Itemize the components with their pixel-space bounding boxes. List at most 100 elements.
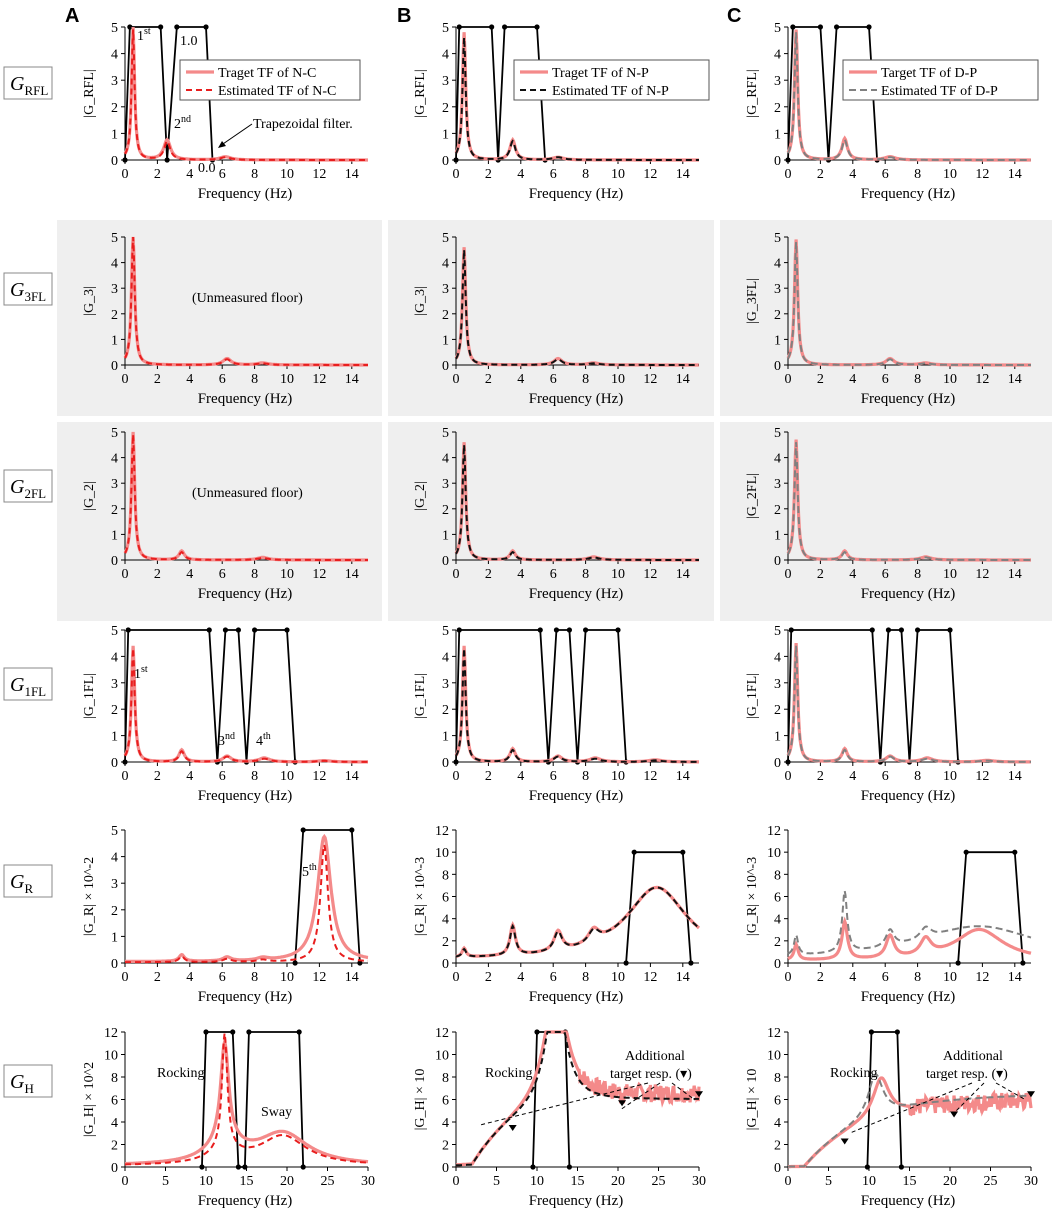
y-tick-label: 5	[442, 21, 449, 36]
y-axis-label: |G_R| × 10^-2	[82, 857, 97, 936]
series-target	[456, 1030, 701, 1167]
series-estimated	[456, 1031, 699, 1167]
y-tick-label: 4	[442, 257, 449, 272]
y-axis-label: |G_H| × 10	[745, 1069, 760, 1131]
x-tick-label: 20	[611, 1174, 625, 1189]
y-tick-label: 4	[442, 913, 449, 928]
row-label-box	[3, 864, 53, 898]
x-tick-label: 2	[154, 970, 161, 985]
row-label-h: GH	[10, 1071, 34, 1096]
y-tick-label: 6	[442, 891, 449, 906]
annotation-rocking: Rocking	[830, 1066, 877, 1081]
series-estimated	[455, 37, 699, 161]
y-tick-label: 5	[774, 21, 781, 36]
annotation-mode-3: 3nd	[218, 731, 235, 749]
y-tick-label: 4	[774, 650, 781, 665]
y-axis-label: |G_R| × 10^-3	[413, 857, 428, 936]
x-tick-label: 14	[345, 567, 359, 582]
y-tick-label: 1	[111, 730, 118, 745]
filter-node	[566, 1164, 573, 1170]
y-tick-label: 0	[774, 154, 781, 169]
y-tick-label: 4	[774, 257, 781, 272]
y-tick-label: 8	[442, 868, 449, 883]
chart-c-h: 0 5 10 15 20 25 30 0 2 4 6 8 10 12 Frequency (Hz) |G_H|…	[745, 1026, 1038, 1209]
y-axis-label: |G_RFL|	[745, 69, 760, 117]
x-tick-label: 8	[251, 769, 258, 784]
x-tick-label: 12	[312, 372, 326, 387]
x-tick-label: 14	[1008, 167, 1022, 182]
x-tick-label: 6	[550, 567, 557, 582]
annotation-rocking: Rocking	[485, 1066, 532, 1081]
x-tick-label: 10	[280, 372, 294, 387]
annotation-trapezoidal-filter: Trapezoidal filter.	[253, 117, 353, 132]
y-tick-label: 2	[774, 308, 781, 323]
y-tick-label: 2	[774, 935, 781, 950]
y-axis-label: |G_2FL|	[745, 473, 760, 519]
x-tick-label: 0	[122, 567, 129, 582]
filter-node	[866, 24, 872, 30]
y-axis-label: |G_R| × 10^-3	[745, 857, 760, 936]
x-tick-label: 25	[652, 1174, 666, 1189]
series-target	[125, 833, 369, 964]
x-tick-label: 4	[186, 769, 193, 784]
x-tick-label: 14	[1008, 372, 1022, 387]
filter-node	[489, 24, 495, 30]
y-tick-label: 2	[111, 503, 118, 518]
x-tick-label: 0	[785, 567, 792, 582]
x-tick-label: 8	[914, 769, 921, 784]
filter-node	[235, 627, 241, 633]
y-axis-label: |G_2|	[413, 481, 428, 511]
x-tick-label: 0	[122, 1174, 129, 1189]
x-tick-label: 10	[611, 970, 625, 985]
y-tick-label: 4	[774, 48, 781, 63]
filter-node	[300, 827, 306, 833]
x-tick-label: 0	[453, 769, 460, 784]
x-tick-label: 12	[643, 970, 657, 985]
trapezoidal-filter	[201, 1031, 305, 1168]
y-tick-label: 4	[774, 1116, 781, 1131]
y-tick-label: 3	[111, 877, 118, 892]
y-tick-label: 12	[435, 1026, 449, 1041]
x-tick-label: 12	[975, 769, 989, 784]
y-tick-label: 3	[442, 677, 449, 692]
series-estimated	[125, 844, 368, 964]
y-tick-label: 3	[111, 282, 118, 297]
filter-node	[357, 960, 363, 966]
x-tick-label: 15	[571, 1174, 585, 1189]
y-tick-label: 5	[774, 624, 781, 639]
series-estimated	[125, 1033, 369, 1166]
legend-a-rfl: Traget TF of N-C Estimated TF of N-C	[179, 59, 361, 101]
legend-b-rfl: Traget TF of N-P Estimated TF of N-P	[513, 59, 710, 101]
y-tick-label: 2	[111, 308, 118, 323]
x-axis-label: Frequency (Hz)	[198, 391, 293, 407]
y-tick-label: 0	[111, 1161, 118, 1176]
trapezoidal-filter	[455, 629, 627, 763]
filter-node	[869, 627, 875, 633]
x-tick-label: 12	[312, 769, 326, 784]
filter-node	[300, 1164, 306, 1170]
x-tick-label: 12	[643, 167, 657, 182]
y-tick-label: 0	[111, 957, 118, 972]
legend-box	[179, 59, 361, 101]
annotation-unmeasured-3fl: (Unmeasured floor)	[192, 291, 303, 306]
series-target	[454, 645, 699, 764]
annotation-mode-4: 4th	[256, 731, 271, 749]
filter-node	[785, 157, 791, 163]
y-tick-label: 0	[774, 1161, 781, 1176]
x-tick-label: 5	[162, 1174, 169, 1189]
y-tick-label: 1	[774, 127, 781, 142]
x-tick-label: 2	[154, 372, 161, 387]
x-tick-label: 10	[280, 167, 294, 182]
y-tick-label: 3	[442, 74, 449, 89]
y-tick-label: 0	[111, 359, 118, 374]
y-tick-label: 2	[111, 904, 118, 919]
chart-b-h: 0 5 10 15 20 25 30 0 2 4 6 8 10 12 Frequency (Hz) |G_H|…	[413, 1026, 706, 1209]
y-axis-label: |G_1FL|	[745, 673, 760, 719]
x-tick-label: 10	[611, 167, 625, 182]
filter-node	[898, 627, 905, 633]
x-tick-label: 6	[550, 167, 557, 182]
